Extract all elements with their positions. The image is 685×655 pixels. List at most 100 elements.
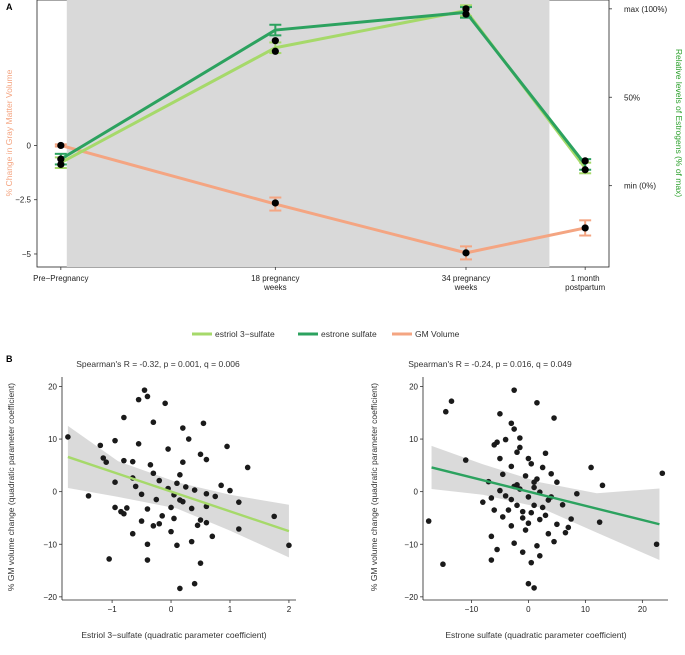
- scatter-point: [180, 425, 186, 431]
- scatter-point: [534, 399, 540, 406]
- legend-label-estrone: estrone sulfate: [321, 329, 377, 339]
- scatter-point: [565, 524, 572, 531]
- scatter-point: [203, 490, 210, 497]
- right-axis-ticks: max (100%) 50% min (0%): [609, 5, 667, 191]
- y-axis-tick-label: −10: [43, 540, 57, 549]
- scatter-point: [218, 482, 224, 489]
- scatter-point: [106, 556, 112, 562]
- series-line-estrone: [60, 10, 587, 166]
- scatter-point: [480, 499, 486, 505]
- scatter-point: [129, 530, 136, 537]
- scatter-point: [511, 426, 517, 432]
- scatter-point: [197, 451, 204, 458]
- scatter-point: [488, 557, 495, 563]
- x-axis-tick-label: 18 pregnancy weeks: [251, 274, 299, 292]
- scatter-point: [599, 482, 606, 489]
- data-point-estriol: [271, 47, 279, 55]
- scatter-point: [442, 408, 449, 415]
- x-axis-tick-label-line: 34 pregnancy: [442, 274, 490, 283]
- scatter-point: [531, 484, 537, 491]
- scatter-point: [514, 449, 520, 456]
- data-point-estriol: [57, 160, 65, 169]
- scatter-point: [497, 411, 503, 417]
- scatter-point: [244, 464, 251, 471]
- scatter-point: [517, 444, 523, 451]
- scatter-point: [531, 479, 537, 485]
- scatter-point: [121, 457, 127, 464]
- scatter-point: [514, 502, 520, 509]
- scatter-point: [519, 549, 526, 555]
- x-axis-tick-label: 2: [287, 605, 292, 614]
- scatter-point: [224, 443, 230, 450]
- scatter-point: [129, 458, 136, 465]
- gestation-shaded-region: [66, 0, 550, 267]
- legend-label-gm: GM Volume: [415, 329, 460, 339]
- x-axis-tick-label: 0: [526, 605, 531, 614]
- scatter-point: [156, 477, 163, 484]
- left-axis-tick-label: −2.5: [15, 196, 31, 205]
- scatter-point: [505, 507, 512, 513]
- scatter-point: [491, 507, 498, 513]
- y-axis-tick-label: 0: [414, 488, 419, 497]
- x-axis-tick-label: 20: [638, 605, 647, 614]
- scatter-point: [539, 464, 546, 471]
- scatter-point: [185, 436, 192, 442]
- scatter-point: [177, 497, 183, 503]
- scatter-point: [537, 553, 543, 559]
- x-axis-tick-label-line: 18 pregnancy: [251, 274, 299, 283]
- scatter-point: [508, 496, 515, 503]
- y-axis-tick-label: 20: [48, 382, 57, 391]
- regression-line: [67, 455, 290, 533]
- scatter-point: [85, 493, 92, 499]
- scatter-point: [653, 541, 660, 548]
- right-axis-tick-label: min (0%): [624, 182, 656, 191]
- scatter-point: [596, 519, 603, 525]
- scatter-left-title: Spearman's R = -0.32, p = 0.001, q = 0.0…: [76, 359, 240, 369]
- confidence-band: [431, 445, 660, 561]
- y-axis-tick-label: −20: [404, 593, 418, 602]
- scatter-point: [203, 519, 210, 526]
- scatter-right: Spearman's R = -0.24, p = 0.016, q = 0.0…: [369, 359, 668, 640]
- scatter-point: [171, 515, 177, 522]
- data-point-estrone: [581, 157, 589, 165]
- x-axis-tick-label: 1: [228, 605, 233, 614]
- data-point-estrone: [462, 10, 470, 18]
- y-axis-tick-label: −20: [43, 593, 57, 602]
- scatter-point: [144, 541, 151, 548]
- scatter-point: [448, 398, 455, 404]
- scatter-point: [236, 526, 242, 532]
- left-axis-ticks: 0 −2.5 −5: [15, 141, 37, 259]
- y-axis-tick-label: 10: [48, 435, 57, 444]
- scatter-point: [502, 436, 509, 443]
- scatter-point: [150, 523, 157, 529]
- scatter-point: [559, 502, 566, 508]
- scatter-point: [121, 414, 127, 421]
- x-axis-tick-label-line: postpartum: [565, 283, 605, 292]
- scatter-right-xlabel: Estrone sulfate (quadratic parameter coe…: [445, 630, 626, 640]
- confidence-band: [67, 425, 289, 558]
- scatter-point: [112, 479, 118, 485]
- scatter-point: [180, 459, 186, 466]
- scatter-point: [150, 419, 157, 426]
- scatter-right-plot: −20 −10 0 10 20 −10 0 10 20: [404, 377, 668, 614]
- scatter-point: [554, 479, 560, 485]
- scatter-point: [545, 530, 552, 537]
- scatter-point: [156, 520, 163, 527]
- scatter-point: [519, 508, 526, 515]
- scatter-point: [551, 415, 557, 421]
- scatter-point: [425, 518, 432, 524]
- scatter-point: [212, 493, 219, 500]
- scatter-point: [568, 516, 574, 522]
- scatter-point: [194, 522, 201, 529]
- scatter-point: [112, 437, 118, 444]
- scatter-point: [191, 580, 198, 587]
- scatter-point: [197, 517, 204, 523]
- scatter-point: [65, 434, 71, 440]
- scatter-point: [528, 559, 535, 566]
- scatter-point: [188, 505, 195, 512]
- scatter-point: [188, 538, 195, 545]
- scatter-point: [141, 387, 148, 393]
- scatter-point: [144, 557, 151, 563]
